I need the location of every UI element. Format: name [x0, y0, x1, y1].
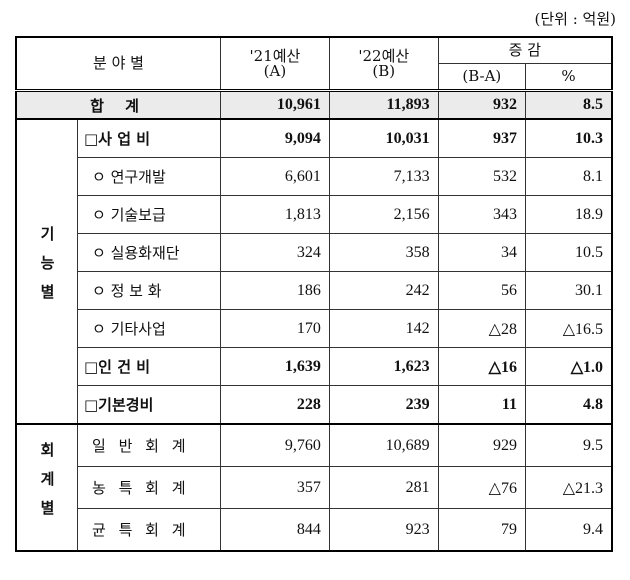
cell-a: 9,760: [220, 423, 330, 467]
cell-b: 7,133: [328, 157, 439, 196]
header-col-a: '21예산 (A): [220, 36, 330, 92]
cell-a: 844: [220, 508, 330, 552]
cell-pct: △21.3: [524, 466, 613, 509]
header-category: 분 야 별: [15, 36, 222, 92]
cell-diff: 532: [437, 157, 526, 196]
header-col-a-sub: (A): [263, 61, 287, 80]
cell-b: 239: [328, 385, 439, 425]
cell-label: 균 특 회 계: [76, 508, 222, 552]
cell-diff: △16: [437, 347, 526, 386]
header-change-pct: %: [524, 63, 613, 92]
cell-b: 2,156: [328, 195, 439, 234]
cell-a: 6,601: [220, 157, 330, 196]
cell-b: 1,623: [328, 347, 439, 386]
table-row: ㅇ 정 보 화 186 242 56 30.1: [16, 271, 613, 310]
cell-b: 281: [328, 466, 439, 509]
table-row: □기본경비 228 239 11 4.8: [16, 385, 613, 425]
cell-a: 1,813: [220, 195, 330, 234]
cell-diff: 34: [437, 233, 526, 272]
cell-pct: 4.8: [524, 385, 613, 425]
header-change: 증 감: [437, 36, 613, 64]
cell-pct: △1.0: [524, 347, 613, 386]
total-diff: 932: [437, 90, 526, 120]
cell-label: 농 특 회 계: [76, 466, 222, 509]
group1-label: 기능별: [38, 226, 56, 313]
cell-pct: 30.1: [524, 271, 613, 310]
group1-cell: 기능별: [15, 118, 78, 425]
cell-label: □기본경비: [76, 385, 222, 425]
cell-a: 170: [220, 309, 330, 348]
cell-pct: 18.9: [524, 195, 613, 234]
cell-diff: 56: [437, 271, 526, 310]
cell-label: □인 건 비: [76, 347, 222, 386]
table-row: 농 특 회 계 357 281 △76 △21.3: [16, 466, 613, 509]
header-change-diff: (B-A): [437, 63, 526, 92]
cell-b: 923: [328, 508, 439, 552]
cell-pct: 8.1: [524, 157, 613, 196]
cell-a: 228: [220, 385, 330, 425]
cell-a: 186: [220, 271, 330, 310]
table-row: ㅇ 실용화재단 324 358 34 10.5: [16, 233, 613, 272]
total-row: 합 계 10,961 11,893 932 8.5: [15, 90, 613, 120]
cell-diff: 929: [437, 423, 526, 467]
cell-pct: 10.5: [524, 233, 613, 272]
budget-table: 분 야 별 '21예산 (A) '22예산 (B) 증 감 (B-A) % 합 계 …: [15, 36, 613, 552]
group2-body: 회계별 일 반 회 계 9,760 10,689 929 9.5 농 특 회 계 357 281…: [15, 423, 613, 552]
cell-diff: △28: [437, 309, 526, 348]
cell-label: ㅇ 연구개발: [76, 157, 222, 196]
cell-label: □사 업 비: [76, 118, 222, 158]
unit-label: (단위 : 억원): [534, 10, 617, 28]
total-label: 합 계: [15, 90, 222, 120]
table-row: 회계별 일 반 회 계 9,760 10,689 929 9.5: [15, 423, 613, 552]
cell-label: 일 반 회 계: [76, 423, 222, 467]
header-col-b-title: '22예산: [358, 46, 410, 65]
table-row: 기능별 □사 업 비 9,094 10,031 937 10.3: [15, 118, 613, 425]
table-row: ㅇ 기타사업 170 142 △28 △16.5: [16, 309, 613, 348]
cell-label: ㅇ 기술보급: [76, 195, 222, 234]
group2-cell: 회계별: [15, 423, 78, 552]
group2-label: 회계별: [38, 442, 56, 529]
cell-b: 242: [328, 271, 439, 310]
cell-diff: 343: [437, 195, 526, 234]
cell-label: ㅇ 기타사업: [76, 309, 222, 348]
total-pct: 8.5: [524, 90, 613, 120]
cell-b: 10,031: [328, 118, 439, 158]
header-col-a-title: '21예산: [249, 46, 301, 65]
cell-diff: 937: [437, 118, 526, 158]
table-row: □인 건 비 1,639 1,623 △16 △1.0: [16, 347, 613, 386]
table-row: ㅇ 기술보급 1,813 2,156 343 18.9: [16, 195, 613, 234]
header-col-b: '22예산 (B): [328, 36, 439, 92]
cell-a: 1,639: [220, 347, 330, 386]
cell-pct: 9.4: [524, 508, 613, 552]
group1-body: 기능별 □사 업 비 9,094 10,031 937 10.3 ㅇ 연구개발 6,601 7,…: [15, 118, 613, 425]
table-row: ㅇ 연구개발 6,601 7,133 532 8.1: [16, 157, 613, 196]
cell-a: 9,094: [220, 118, 330, 158]
cell-b: 358: [328, 233, 439, 272]
cell-diff: 79: [437, 508, 526, 552]
cell-a: 324: [220, 233, 330, 272]
cell-pct: △16.5: [524, 309, 613, 348]
total-a: 10,961: [220, 90, 330, 120]
header-col-b-sub: (B): [372, 61, 396, 80]
cell-pct: 10.3: [524, 118, 613, 158]
cell-diff: △76: [437, 466, 526, 509]
cell-b: 142: [328, 309, 439, 348]
total-b: 11,893: [328, 90, 439, 120]
cell-b: 10,689: [328, 423, 439, 467]
table-row: 균 특 회 계 844 923 79 9.4: [16, 508, 613, 552]
cell-a: 357: [220, 466, 330, 509]
cell-label: ㅇ 정 보 화: [76, 271, 222, 310]
cell-label: ㅇ 실용화재단: [76, 233, 222, 272]
cell-diff: 11: [437, 385, 526, 425]
cell-pct: 9.5: [524, 423, 613, 467]
